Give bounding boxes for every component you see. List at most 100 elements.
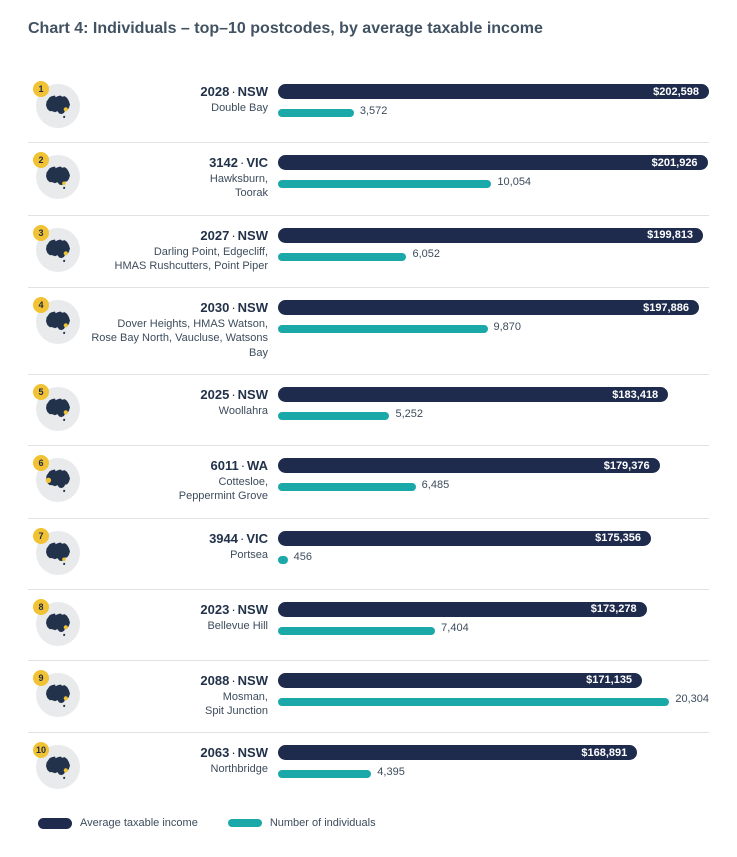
count-bar-track: 6,052 [278,248,709,261]
count-bar-track: 6,485 [278,478,709,491]
count-bar-track: 3,572 [278,104,709,117]
postcode-line: 2088·NSW [88,673,268,688]
income-value: $175,356 [595,532,641,544]
bar-cell: $173,278 7,404 [278,600,709,635]
rank-badge: 1 [33,81,49,97]
australia-map-icon [43,92,73,120]
bar-cell: $179,376 6,485 [278,456,709,491]
income-bar-track: $171,135 [278,673,709,688]
australia-map-icon [43,163,73,191]
map-circle: 3 [36,228,80,272]
count-value: 456 [294,551,312,563]
legend-item-count: Number of individuals [228,817,376,829]
label-cell: 2027·NSW Darling Point, Edgecliff,HMAS R… [88,226,278,274]
icon-cell: 5 [28,385,88,431]
count-value: 3,572 [360,105,388,117]
legend-label-count: Number of individuals [270,817,376,829]
income-value: $179,376 [604,460,650,472]
income-bar: $197,886 [278,300,699,315]
income-bar: $183,418 [278,387,668,402]
label-cell: 2028·NSW Double Bay [88,82,278,115]
australia-map-icon [43,753,73,781]
postcode: 2025 [200,387,229,402]
australia-map-icon [43,681,73,709]
count-bar-track: 20,304 [278,693,709,706]
count-value: 9,870 [494,321,522,333]
map-circle: 10 [36,745,80,789]
postcode: 3142 [209,155,238,170]
postcode: 2088 [200,673,229,688]
postcode-line: 3944·VIC [88,531,268,546]
postcode: 2023 [200,602,229,617]
postcode-row: 9 2088·NSW Mosman,Spit Junction $171,135… [28,661,709,734]
count-bar [278,627,435,635]
suburbs: Dover Heights, HMAS Watson,Rose Bay Nort… [88,317,268,360]
chart-title: Chart 4: Individuals – top–10 postcodes,… [28,20,709,38]
postcode-line: 2028·NSW [88,84,268,99]
suburbs: Bellevue Hill [88,619,268,633]
count-value: 20,304 [675,693,709,705]
label-cell: 3944·VIC Portsea [88,529,278,562]
income-bar: $179,376 [278,458,660,473]
count-bar-track: 7,404 [278,622,709,635]
label-cell: 2030·NSW Dover Heights, HMAS Watson,Rose… [88,298,278,360]
state: NSW [238,300,268,315]
postcode-line: 2027·NSW [88,228,268,243]
state: VIC [246,531,268,546]
income-value: $202,598 [653,86,699,98]
income-bar-track: $175,356 [278,531,709,546]
label-cell: 3142·VIC Hawksburn,Toorak [88,153,278,201]
count-value: 10,054 [497,176,531,188]
income-value: $183,418 [612,389,658,401]
rank-badge: 7 [33,528,49,544]
postcode-row: 4 2030·NSW Dover Heights, HMAS Watson,Ro… [28,288,709,375]
count-value: 6,485 [422,479,450,491]
state: VIC [246,155,268,170]
rank-badge: 9 [33,670,49,686]
icon-cell: 3 [28,226,88,272]
count-bar [278,253,406,261]
australia-map-icon [43,395,73,423]
postcode-line: 2023·NSW [88,602,268,617]
suburbs: Woollahra [88,404,268,418]
label-cell: 6011·WA Cottesloe,Peppermint Grove [88,456,278,504]
income-bar-track: $168,891 [278,745,709,760]
postcode-row: 2 3142·VIC Hawksburn,Toorak $201,926 10,… [28,143,709,216]
income-bar: $175,356 [278,531,651,546]
icon-cell: 6 [28,456,88,502]
bar-cell: $183,418 5,252 [278,385,709,420]
state: NSW [238,602,268,617]
postcode-line: 6011·WA [88,458,268,473]
map-circle: 1 [36,84,80,128]
state: NSW [238,387,268,402]
suburbs: Hawksburn,Toorak [88,172,268,201]
count-bar-track: 9,870 [278,320,709,333]
bar-cell: $201,926 10,054 [278,153,709,188]
icon-cell: 1 [28,82,88,128]
count-bar [278,770,371,778]
bar-cell: $175,356 456 [278,529,709,564]
icon-cell: 10 [28,743,88,789]
income-bar-track: $202,598 [278,84,709,99]
count-bar [278,698,669,706]
count-bar [278,556,288,564]
income-bar: $201,926 [278,155,708,170]
income-value: $171,135 [586,674,632,686]
postcode: 6011 [211,458,239,473]
income-bar: $171,135 [278,673,642,688]
icon-cell: 8 [28,600,88,646]
australia-map-icon [43,236,73,264]
income-bar-track: $197,886 [278,300,709,315]
count-bar [278,325,488,333]
label-cell: 2023·NSW Bellevue Hill [88,600,278,633]
postcode: 2028 [200,84,229,99]
australia-map-icon [43,539,73,567]
state: NSW [238,84,268,99]
postcode: 2063 [200,745,229,760]
legend-swatch-count [228,819,262,827]
income-bar-track: $173,278 [278,602,709,617]
australia-map-icon [43,466,73,494]
postcode-line: 2030·NSW [88,300,268,315]
suburbs: Cottesloe,Peppermint Grove [88,475,268,504]
rank-badge: 6 [33,455,49,471]
